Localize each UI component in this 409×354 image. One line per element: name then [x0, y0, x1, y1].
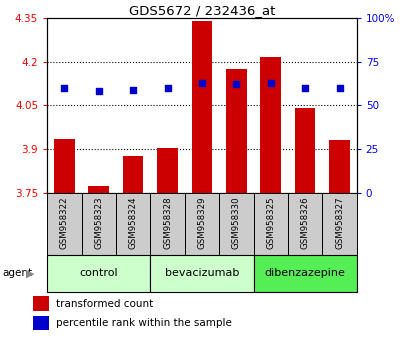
- Point: [130, 87, 136, 92]
- Bar: [328, 140, 349, 193]
- Bar: [54, 139, 74, 193]
- Title: GDS5672 / 232436_at: GDS5672 / 232436_at: [128, 4, 274, 17]
- Text: percentile rank within the sample: percentile rank within the sample: [56, 318, 231, 328]
- Bar: [47, 193, 81, 255]
- Text: control: control: [79, 268, 118, 279]
- Bar: [150, 193, 184, 255]
- Point: [335, 85, 342, 91]
- Text: dibenzazepine: dibenzazepine: [264, 268, 345, 279]
- Bar: [33, 296, 49, 311]
- Text: GSM958330: GSM958330: [231, 196, 240, 249]
- Text: GSM958322: GSM958322: [60, 196, 69, 249]
- Bar: [253, 255, 356, 292]
- Point: [198, 80, 204, 85]
- Text: GSM958327: GSM958327: [334, 196, 343, 249]
- Text: agent: agent: [2, 268, 32, 279]
- Bar: [294, 108, 315, 193]
- Text: GSM958329: GSM958329: [197, 196, 206, 249]
- Bar: [260, 57, 280, 193]
- Text: GSM958325: GSM958325: [265, 196, 274, 249]
- Bar: [225, 69, 246, 193]
- Text: transformed count: transformed count: [56, 298, 153, 309]
- Text: GSM958328: GSM958328: [163, 196, 172, 249]
- Point: [61, 85, 67, 91]
- Bar: [253, 193, 287, 255]
- Text: ▶: ▶: [26, 268, 34, 279]
- Text: bevacizumab: bevacizumab: [164, 268, 238, 279]
- Text: GSM958323: GSM958323: [94, 196, 103, 249]
- Bar: [191, 21, 212, 193]
- Text: GSM958324: GSM958324: [128, 196, 137, 249]
- Bar: [123, 156, 143, 193]
- Bar: [116, 193, 150, 255]
- Point: [301, 85, 308, 91]
- Point: [232, 81, 239, 87]
- Bar: [81, 193, 116, 255]
- Bar: [150, 255, 253, 292]
- Bar: [88, 185, 109, 193]
- Bar: [157, 148, 178, 193]
- Bar: [218, 193, 253, 255]
- Bar: [321, 193, 356, 255]
- Bar: [184, 193, 218, 255]
- Point: [95, 88, 102, 94]
- Bar: [47, 255, 150, 292]
- Point: [164, 85, 171, 91]
- Bar: [287, 193, 321, 255]
- Bar: [33, 316, 49, 330]
- Text: GSM958326: GSM958326: [300, 196, 309, 249]
- Point: [267, 80, 273, 85]
